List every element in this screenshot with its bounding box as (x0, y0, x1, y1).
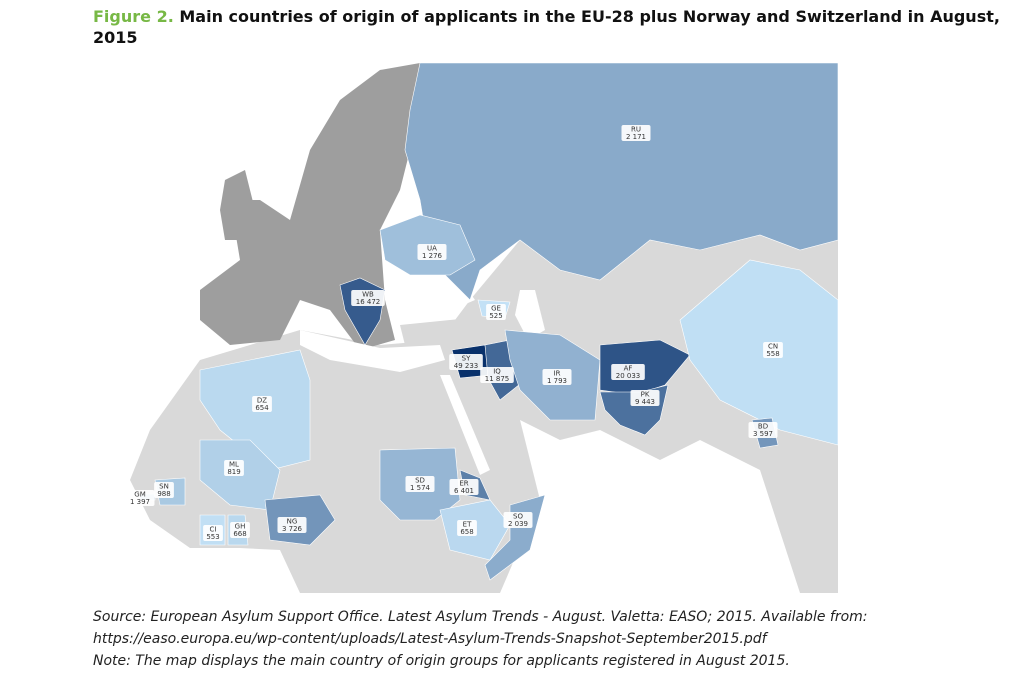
label-box (503, 512, 533, 528)
country-value: 11 875 (485, 375, 510, 383)
label-box (621, 125, 651, 141)
country-code: GE (491, 305, 501, 313)
country-value: 558 (766, 350, 779, 358)
country-value: 20 033 (616, 372, 641, 380)
country-code: DZ (257, 397, 267, 405)
country-value: 819 (227, 468, 240, 476)
label-box (486, 304, 506, 320)
label-box (125, 490, 155, 506)
label-box (203, 525, 223, 541)
country-value: 1 276 (422, 252, 443, 260)
label-box (417, 244, 447, 260)
country-code: NG (287, 518, 298, 526)
country-code: SY (462, 355, 471, 363)
country-value: 3 726 (282, 525, 303, 533)
note-line: https://easo.europa.eu/wp-content/upload… (93, 631, 767, 647)
label-box (230, 522, 250, 538)
label-box (405, 476, 435, 492)
label-box (748, 422, 778, 438)
country-value: 654 (255, 404, 269, 412)
country-code: ML (229, 461, 239, 469)
country-code: CI (210, 526, 217, 534)
title: Figure 2. Main countries of origin of ap… (93, 6, 1013, 48)
label-box (154, 482, 174, 498)
title-text: Main countries of origin of applicants i… (93, 7, 1000, 47)
country-value: 49 233 (454, 362, 479, 370)
country-value: 9 443 (635, 398, 655, 406)
label-box (457, 520, 477, 536)
country-code: BD (758, 423, 768, 431)
country-value: 16 472 (356, 298, 381, 306)
country-value: 6 401 (454, 487, 474, 495)
red-sea (440, 375, 490, 475)
country-code: GH (235, 523, 246, 531)
label-box (611, 364, 645, 380)
country-value: 1 574 (410, 484, 431, 492)
label-box (449, 479, 479, 495)
label-box (449, 354, 483, 370)
country-value: 1 397 (130, 498, 150, 506)
country (679, 259, 839, 446)
country-code: PK (641, 391, 650, 399)
country (404, 62, 839, 301)
country-value: 2 039 (508, 520, 528, 528)
note-line: Note: The map displays the main country … (93, 653, 790, 669)
country-code: SD (415, 477, 425, 485)
label-box (351, 290, 385, 306)
notes: Source: European Asylum Support Office. … (93, 606, 868, 672)
country-code: UA (427, 245, 437, 253)
country-code: CN (768, 343, 778, 351)
land (130, 200, 838, 593)
country-value: 658 (460, 528, 473, 536)
label-box (630, 390, 660, 406)
country-code: ER (459, 480, 468, 488)
turkey (400, 318, 485, 350)
label-box (252, 396, 272, 412)
country-value: 3 597 (753, 430, 773, 438)
country (599, 339, 691, 396)
country-code: SN (159, 483, 169, 491)
label-box (277, 517, 307, 533)
mediterranean (300, 330, 445, 372)
country-value: 553 (206, 533, 219, 541)
note-line: Source: European Asylum Support Office. … (93, 609, 868, 625)
label-box (224, 460, 244, 476)
country-code: RU (631, 126, 641, 134)
country-value: 668 (233, 530, 246, 538)
country-value: 988 (157, 490, 170, 498)
label-box (480, 367, 514, 383)
uk (220, 170, 255, 240)
country-code: AF (624, 365, 633, 373)
label-box (763, 342, 783, 358)
country-value: 1 793 (547, 377, 567, 385)
europe (200, 63, 420, 350)
country-code: IQ (493, 368, 501, 376)
country-code: GM (134, 491, 145, 499)
figure-label: Figure 2. (93, 7, 174, 26)
country-value: 525 (489, 312, 502, 320)
country-code: IR (554, 370, 561, 378)
country-value: 2 171 (626, 133, 646, 141)
country-code: WB (362, 291, 374, 299)
label-box (542, 369, 572, 385)
country-code: SO (513, 513, 523, 521)
country-code: ET (463, 521, 472, 529)
caspian (515, 290, 545, 340)
